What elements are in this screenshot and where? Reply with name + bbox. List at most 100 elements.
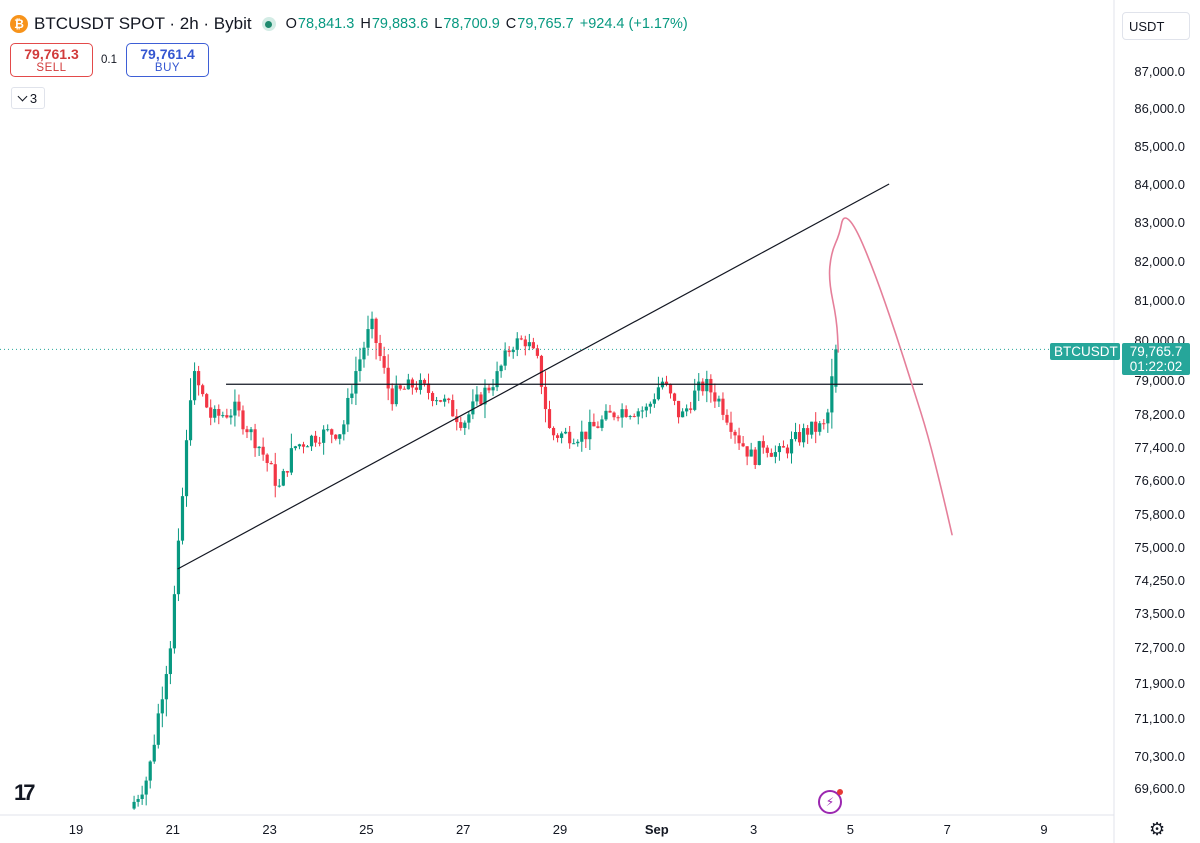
candle-body [402,388,406,390]
candle-body [430,392,435,402]
time-tick-label: Sep [645,822,669,837]
time-tick-label: 19 [69,822,83,837]
candle-body [584,431,588,440]
candle-body [592,421,596,427]
candle-body [257,446,261,449]
candle-body [370,318,374,330]
candle-body [737,435,741,444]
candle-body [689,408,693,410]
currency-select[interactable]: USDT [1122,12,1190,40]
candle-body [426,383,431,393]
candle-body [681,411,685,418]
time-tick-label: 27 [456,822,470,837]
candle-body [225,415,229,418]
candle-body [588,421,592,440]
candle-body [245,429,249,433]
candle-body [451,400,455,417]
candle-body [366,329,370,348]
symbol-title[interactable]: BTCUSDT SPOT · 2h · Bybit [34,14,252,33]
candle-body [305,446,310,448]
candle-body [491,387,495,391]
candle-body [309,435,314,447]
candle-body [354,371,358,394]
price-tick-label: 74,250.0 [1134,573,1185,588]
candle-body [459,422,463,428]
candle-body [434,400,439,402]
forecast-path[interactable] [828,217,953,536]
candle-body [753,449,757,465]
candle-body [560,433,564,438]
candle-body [741,443,745,447]
last-price-value: 79,765.7 [1129,344,1183,359]
candle-body [205,394,209,408]
candle-body [535,348,540,356]
candle-body [301,444,306,447]
candle-body [644,406,648,411]
tradingview-logo-icon[interactable]: 17 [14,780,36,805]
lightning-icon[interactable]: ⚡ [818,789,843,814]
candle-body [781,446,786,448]
candle-body [273,464,277,486]
candle-body [241,410,245,430]
buy-button[interactable]: 79,761.4 BUY [126,43,209,77]
rising-trendline[interactable] [177,183,890,570]
candle-body [814,421,818,432]
candle-body [789,439,794,454]
time-tick-label: 7 [944,822,951,837]
candle-body [330,429,334,435]
price-tick-label: 72,700.0 [1134,640,1185,655]
chevron-down-icon [17,91,28,101]
time-tick-label: 25 [359,822,373,837]
candle-body [414,387,419,390]
candle-body [261,446,265,455]
buy-label: BUY [154,62,181,74]
open-label: O [285,16,297,32]
candle-body [733,431,737,436]
time-tick-label: 23 [262,822,276,837]
candle-body [233,401,237,416]
candle-body [439,400,443,402]
candle-body [749,449,753,457]
price-tick-label: 70,300.0 [1134,749,1185,764]
candle-body [745,446,749,457]
candle-body [576,441,580,444]
candle-body [636,411,640,417]
gear-icon[interactable]: ⚙ [1149,819,1166,839]
candle-body [152,744,156,762]
time-axis[interactable]: 19 21 23 25 27 29 Sep 3 5 7 9 [69,822,1048,837]
price-tick-label: 73,500.0 [1134,606,1185,621]
price-tick-label: 83,000.0 [1134,215,1185,230]
candle-body [374,318,378,344]
candle-body [693,390,697,410]
candle-body [293,446,298,449]
candle-body [253,429,257,449]
candle-body [551,427,556,436]
candle-body [564,431,568,434]
candle-body [249,429,253,433]
candle-body [229,415,233,418]
candle-body [289,448,293,473]
candle-body [729,422,733,432]
candle-body [709,378,713,393]
candle-body [822,423,826,425]
candle-body [620,409,624,418]
candle-body [192,371,197,401]
candle-body [398,385,402,389]
candle-body [156,713,160,745]
sell-button[interactable]: 79,761.3 SELL [10,43,93,77]
candle-body [547,409,552,428]
candle-body [612,412,616,418]
low-label: L [434,16,443,32]
candle-body [785,447,790,454]
price-tick-label: 84,000.0 [1134,177,1185,192]
candle-body [596,426,600,428]
indicators-toggle-button[interactable]: 3 [11,87,45,109]
candle-body [281,471,285,486]
candle-body [806,428,810,435]
price-axis[interactable]: 87,000.0 86,000.0 85,000.0 84,000.0 83,000.0… [1134,64,1185,796]
candle-body [834,349,838,387]
candle-body [632,416,636,418]
drawings[interactable] [177,183,953,570]
candle-body [168,648,172,675]
